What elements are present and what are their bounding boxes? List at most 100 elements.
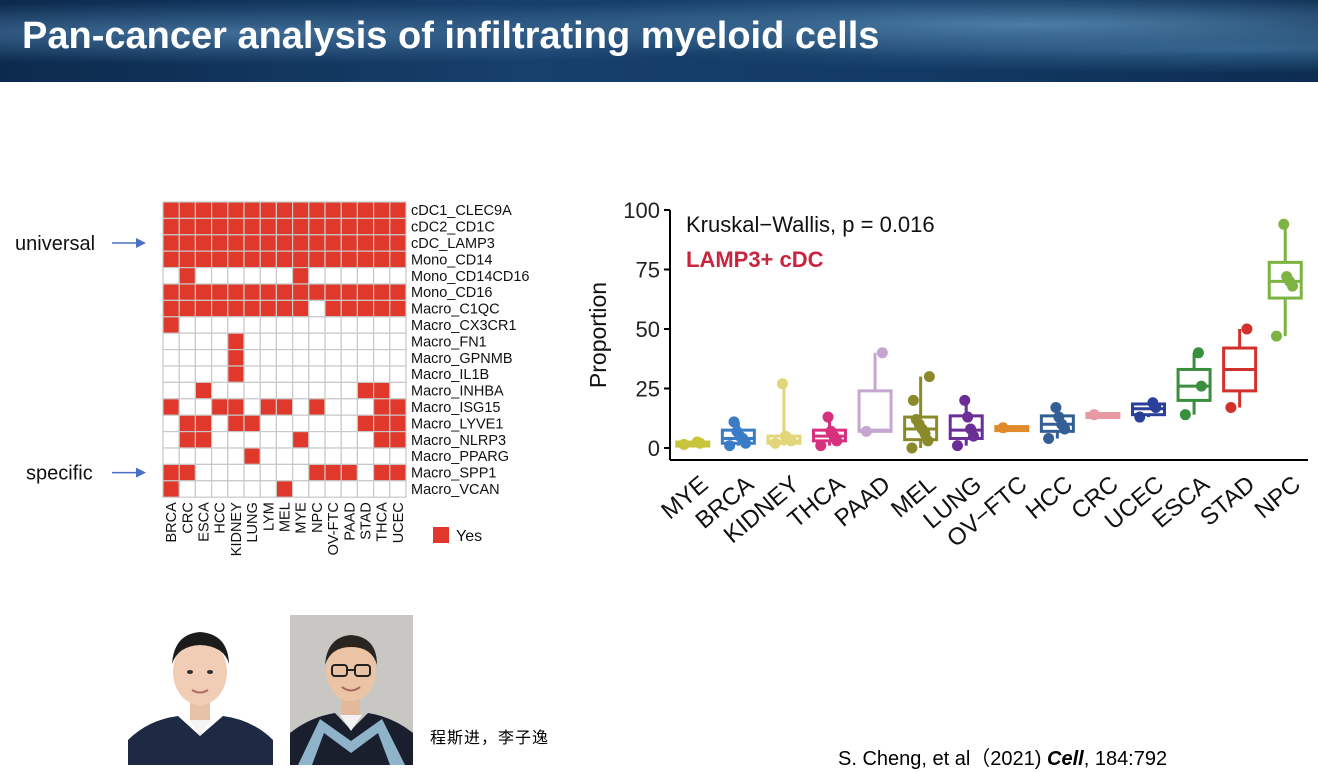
author-names: 程斯进，李子逸 (430, 728, 550, 747)
heatmap-cell (178, 266, 196, 285)
heatmap-cell (373, 431, 391, 449)
heatmap-cell (292, 283, 310, 301)
heatmap-cell (227, 316, 245, 334)
heatmap-cell (194, 266, 213, 285)
data-point (1241, 323, 1253, 335)
stat-text: Kruskal−Wallis, p = 0.016 (686, 212, 935, 237)
heatmap-cell (308, 463, 326, 482)
heatmap-cell (259, 250, 278, 269)
heatmap-cell (259, 349, 278, 367)
heatmap-cell (373, 349, 391, 367)
heatmap-cell (275, 266, 294, 285)
heatmap-cell (162, 463, 180, 482)
heatmap-col-label: STAD (359, 502, 375, 540)
heatmap-cell (389, 365, 407, 383)
box-group (1176, 347, 1212, 421)
heatmap-cell (162, 381, 180, 400)
heatmap-cell (356, 463, 375, 482)
heatmap-cell (243, 283, 261, 301)
heatmap-cell (340, 365, 359, 383)
heatmap-cell (389, 447, 407, 465)
heatmap-cell (178, 349, 196, 367)
chart-subtitle: LAMP3+ cDC (686, 247, 824, 272)
heatmap-cell (324, 480, 342, 498)
heatmap-cell (340, 398, 359, 416)
y-tick-label: 25 (636, 377, 660, 402)
data-point (1225, 402, 1237, 414)
annotation-label: universal (15, 233, 95, 255)
heatmap-row-label: Macro_VCAN (411, 482, 500, 498)
heatmap-col-label: HCC (213, 502, 229, 533)
heatmap-cell (211, 349, 229, 367)
heatmap-col-label: ESCA (197, 502, 213, 542)
heatmap-cell (243, 414, 261, 433)
heatmap-cell (259, 381, 278, 400)
author-photo-2 (290, 615, 413, 765)
heatmap-row-label: Macro_ISG15 (411, 400, 500, 416)
data-point (728, 416, 740, 428)
data-point (1043, 432, 1055, 444)
data-point (731, 425, 743, 437)
heatmap-cell (178, 217, 196, 236)
heatmap-cell (340, 234, 359, 252)
heatmap-col-label: NPC (310, 502, 326, 533)
heatmap-cell (194, 250, 213, 269)
heatmap-cell (243, 234, 261, 252)
heatmap-col-label: CRC (180, 502, 196, 533)
heatmap-cell (324, 463, 342, 482)
heatmap-cell (356, 414, 375, 433)
heatmap-cell (389, 332, 407, 351)
heatmap-row-label: Macro_FN1 (411, 334, 487, 350)
heatmap-cell (227, 349, 245, 367)
heatmap-cell (373, 414, 391, 433)
data-point (822, 411, 834, 423)
heatmap-cell (211, 463, 229, 482)
heatmap-cell (227, 365, 245, 383)
heatmap-cell (194, 398, 213, 416)
heatmap-cell (324, 332, 342, 351)
heatmap-cell (275, 234, 294, 252)
heatmap-cell (194, 332, 213, 351)
heatmap-cell (356, 447, 375, 465)
heatmap-cells (162, 201, 407, 498)
data-point (1179, 409, 1191, 421)
heatmap-cell (356, 217, 375, 236)
heatmap-cell (194, 316, 213, 334)
heatmap-cell (194, 414, 213, 433)
x-tick-label: HCC (1021, 471, 1078, 525)
citation-prefix: S. Cheng, et al（2021) (838, 748, 1048, 770)
heatmap-cell (275, 201, 294, 219)
heatmap-cell (243, 480, 261, 498)
heatmap-cell (292, 332, 310, 351)
heatmap-cell (162, 332, 180, 351)
heatmap-cell (275, 398, 294, 416)
heatmap-cell (178, 365, 196, 383)
heatmap-row-label: Macro_CX3CR1 (411, 318, 517, 334)
box-group (766, 378, 802, 449)
heatmap-cell (373, 201, 391, 219)
heatmap-cell (324, 201, 342, 219)
heatmap-cell (194, 349, 213, 367)
author-photo-1 (128, 612, 273, 765)
y-tick-label: 75 (636, 258, 660, 283)
heatmap-cell (227, 266, 245, 285)
heatmap-cell (275, 480, 294, 498)
heatmap-cell (292, 447, 310, 465)
data-point (910, 413, 922, 425)
box-group (1222, 323, 1258, 414)
data-point (1270, 330, 1282, 342)
heatmap-cell (324, 431, 342, 449)
heatmap-cell (356, 316, 375, 334)
heatmap-cell (292, 365, 310, 383)
heatmap-cell (308, 480, 326, 498)
heatmap-cell (211, 217, 229, 236)
heatmap-cell (373, 299, 391, 318)
heatmap-cell (227, 463, 245, 482)
heatmap-cell (194, 480, 213, 498)
heatmap-cell (178, 381, 196, 400)
heatmap-cell (356, 234, 375, 252)
data-point (678, 438, 690, 450)
heatmap-cell (356, 250, 375, 269)
heatmap-cell (356, 332, 375, 351)
heatmap-cell (162, 398, 180, 416)
